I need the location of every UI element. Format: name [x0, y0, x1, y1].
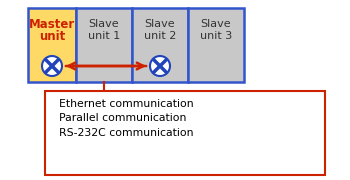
Text: RS-232C communication: RS-232C communication: [59, 128, 194, 138]
Text: unit 2: unit 2: [144, 31, 176, 41]
Circle shape: [150, 56, 170, 76]
Text: unit 3: unit 3: [200, 31, 232, 41]
Text: unit: unit: [39, 30, 65, 42]
Text: Ethernet communication: Ethernet communication: [59, 99, 194, 109]
FancyBboxPatch shape: [188, 8, 244, 82]
FancyBboxPatch shape: [76, 8, 132, 82]
Text: Parallel communication: Parallel communication: [59, 113, 186, 123]
Text: unit 1: unit 1: [88, 31, 120, 41]
Text: Master: Master: [29, 17, 75, 30]
FancyBboxPatch shape: [132, 8, 188, 82]
Text: Slave: Slave: [201, 19, 231, 29]
Text: Slave: Slave: [145, 19, 175, 29]
Text: Slave: Slave: [89, 19, 119, 29]
FancyBboxPatch shape: [28, 8, 76, 82]
FancyBboxPatch shape: [45, 91, 325, 175]
Circle shape: [42, 56, 62, 76]
